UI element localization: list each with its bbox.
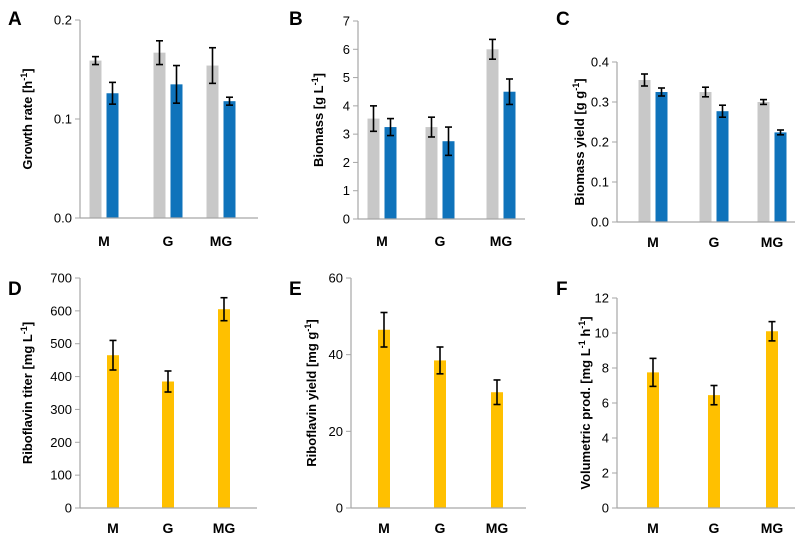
category-label: M — [107, 520, 119, 536]
y-tick-label: 0.3 — [591, 95, 609, 110]
y-tick-label: 20 — [329, 424, 343, 439]
bar-riboflavin-MG — [218, 309, 230, 508]
category-label: MG — [761, 234, 784, 250]
y-tick-label: 0 — [602, 501, 609, 516]
y-tick-label: 0.0 — [591, 215, 609, 230]
bar-blue-MG — [503, 91, 516, 219]
bar-light-G — [699, 92, 712, 222]
panel-label: F — [556, 279, 568, 300]
bar-riboflavin-M — [107, 355, 119, 508]
bar-light-MG — [206, 65, 219, 218]
bar-blue-MG — [774, 132, 787, 222]
bar-riboflavin-MG — [491, 392, 503, 508]
category-label: G — [435, 520, 446, 536]
category-label: M — [98, 233, 110, 249]
y-tick-label: 0 — [343, 212, 350, 227]
y-tick-label: 100 — [50, 468, 72, 483]
bar-blue-G — [716, 111, 729, 222]
bar-light-G — [153, 52, 166, 218]
y-tick-label: 10 — [595, 326, 609, 341]
bar-blue-M — [384, 127, 397, 219]
y-axis-label: Biomass yield [g g-1] — [571, 78, 587, 205]
panel-label: A — [8, 9, 22, 30]
y-tick-label: 2 — [602, 466, 609, 481]
category-label: M — [647, 234, 659, 250]
bar-blue-M — [106, 93, 119, 218]
y-tick-label: 60 — [329, 271, 343, 286]
y-tick-label: 0.2 — [54, 13, 72, 28]
y-tick-label: 4 — [343, 98, 350, 113]
y-tick-label: 6 — [343, 42, 350, 57]
bar-blue-M — [655, 92, 668, 222]
category-label: MG — [486, 520, 509, 536]
y-axis-label: Riboflavin titer [mg L-1] — [19, 322, 35, 464]
bar-blue-G — [170, 84, 183, 218]
y-tick-label: 0.1 — [591, 175, 609, 190]
y-tick-label: 5 — [343, 70, 350, 85]
category-label: MG — [490, 233, 513, 249]
bar-riboflavin-MG — [766, 331, 778, 508]
y-tick-label: 400 — [50, 369, 72, 384]
y-axis-label: Growth rate [h-1] — [19, 68, 35, 169]
panel-label: C — [556, 9, 570, 30]
category-label: G — [435, 233, 446, 249]
y-tick-label: 0 — [65, 501, 72, 516]
y-tick-label: 200 — [50, 435, 72, 450]
y-tick-label: 700 — [50, 271, 72, 286]
y-tick-label: 8 — [602, 361, 609, 376]
category-label: G — [163, 520, 174, 536]
category-label: G — [709, 520, 720, 536]
category-label: G — [709, 234, 720, 250]
category-label: M — [378, 520, 390, 536]
y-tick-label: 7 — [343, 14, 350, 29]
y-tick-label: 500 — [50, 336, 72, 351]
bar-light-M — [89, 60, 102, 219]
bar-light-M — [367, 118, 380, 219]
y-tick-label: 0.2 — [591, 135, 609, 150]
bar-riboflavin-M — [647, 372, 659, 508]
y-tick-label: 4 — [602, 431, 609, 446]
category-label: G — [163, 233, 174, 249]
y-tick-label: 3 — [343, 127, 350, 142]
bar-light-G — [425, 127, 438, 219]
bar-light-MG — [757, 102, 770, 222]
category-label: M — [647, 520, 659, 536]
category-label: MG — [761, 520, 784, 536]
bar-light-M — [638, 80, 651, 222]
bar-riboflavin-G — [434, 360, 446, 508]
y-tick-label: 600 — [50, 303, 72, 318]
bar-light-MG — [486, 49, 499, 220]
category-label: MG — [210, 233, 233, 249]
bar-blue-G — [442, 141, 455, 219]
y-tick-label: 0.1 — [54, 112, 72, 127]
y-axis-label: Volumetric prod. [mg L-1 h-1] — [577, 316, 593, 489]
panel-D: D 0 100 200 300 400 500 600 700 Riboflavin titer … — [8, 271, 257, 536]
panel-label: D — [8, 279, 22, 300]
y-tick-label: 12 — [595, 291, 609, 306]
panel-label: B — [289, 9, 303, 30]
y-axis-label: Biomass [g L-1] — [310, 73, 326, 167]
category-label: M — [376, 233, 388, 249]
y-tick-label: 40 — [329, 347, 343, 362]
y-tick-label: 1 — [343, 183, 350, 198]
y-tick-label: 0.0 — [54, 211, 72, 226]
y-tick-label: 2 — [343, 155, 350, 170]
bar-riboflavin-M — [378, 329, 390, 508]
panel-label: E — [289, 279, 302, 300]
y-tick-label: 0.4 — [591, 55, 609, 70]
y-tick-label: 300 — [50, 402, 72, 417]
bar-riboflavin-G — [708, 395, 720, 508]
y-axis-label: Riboflavin yield [mg g-1] — [303, 319, 319, 466]
category-label: MG — [213, 520, 236, 536]
y-tick-label: 0 — [336, 501, 343, 516]
y-tick-label: 6 — [602, 396, 609, 411]
bar-blue-MG — [223, 101, 236, 218]
bar-riboflavin-G — [162, 381, 174, 508]
